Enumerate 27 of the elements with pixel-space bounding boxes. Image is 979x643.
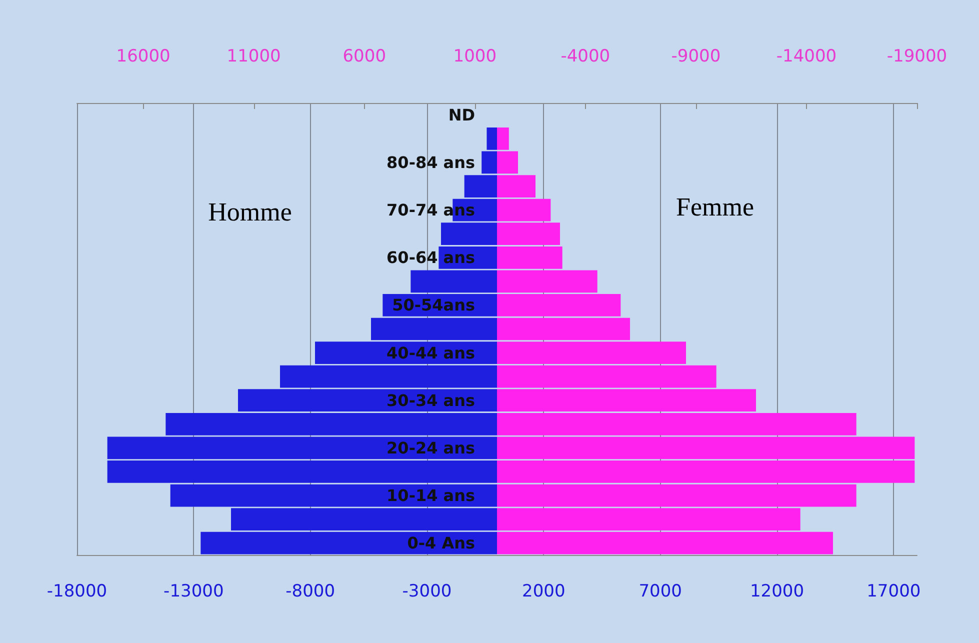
x2-tick-label: -4000 <box>560 46 610 66</box>
y-tick-label: 40-44 ans <box>386 343 475 362</box>
y-tick-label: 50-54ans <box>392 296 475 315</box>
y-tick-label: 20-24 ans <box>386 438 475 458</box>
x2-tick-label: -9000 <box>671 46 721 66</box>
y-tick-label: 80-84 ans <box>386 152 475 172</box>
x2-tick-label: -14000 <box>776 46 837 66</box>
y-tick-label: 60-64 ans <box>386 248 475 268</box>
x2-tick-label: 6000 <box>342 46 386 66</box>
y-tick-label: 30-34 ans <box>386 390 475 410</box>
x-tick-label: 12000 <box>750 582 804 602</box>
x-tick-label: -3000 <box>402 582 452 602</box>
x-tick-label: 2000 <box>522 582 566 602</box>
x-tick-label: -8000 <box>286 582 336 602</box>
annotation: Femme <box>676 192 754 222</box>
x2-tick-label: 11000 <box>226 46 281 66</box>
x-tick-label: -18000 <box>46 582 108 602</box>
x2-tick-label: -19000 <box>886 46 948 66</box>
x-tick-label: -13000 <box>164 582 224 602</box>
y-tick-label: 0-4 Ans <box>407 534 475 553</box>
x2-tick-label: 1000 <box>453 46 497 66</box>
annotation: Homme <box>208 198 292 226</box>
x-tick-label: 17000 <box>866 582 921 602</box>
y-tick-label: 10-14 ans <box>386 486 475 506</box>
y-tick-label: ND <box>448 105 475 124</box>
x-tick-label: 7000 <box>638 582 682 602</box>
x2-tick-label: 16000 <box>116 46 170 66</box>
